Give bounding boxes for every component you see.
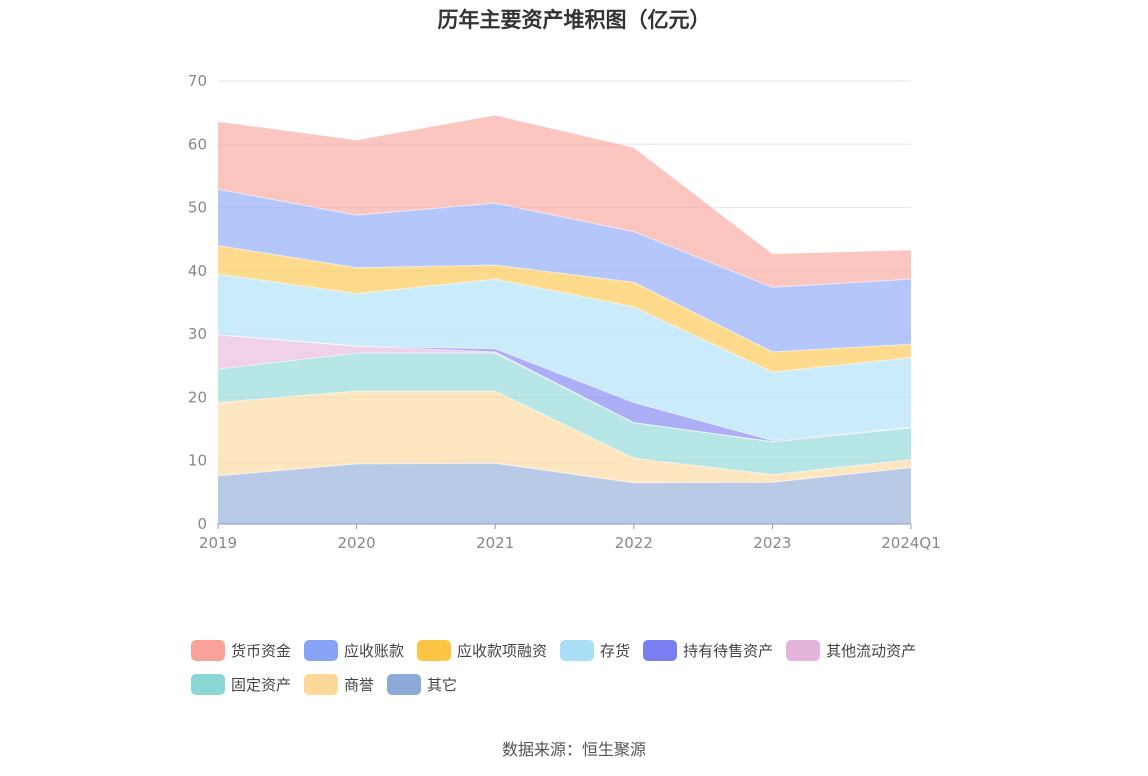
area-boundary (217, 114, 912, 255)
legend-swatch (643, 639, 678, 661)
area-series-其它 (218, 463, 911, 524)
y-tick-label: 70 (188, 72, 207, 90)
x-tick-label: 2020 (338, 534, 376, 552)
legend-item-goodwill[interactable]: 商誉 (304, 672, 374, 696)
x-tick-label: 2024Q1 (881, 534, 941, 552)
legend-swatch (786, 639, 821, 661)
x-tick-label: 2019 (199, 534, 237, 552)
x-tick-label: 2023 (753, 534, 791, 552)
area-series-应收账款 (218, 189, 911, 352)
area-boundary (217, 334, 912, 441)
y-tick-label: 30 (188, 325, 207, 343)
legend-item-accounts-receivable[interactable]: 应收账款 (304, 638, 404, 662)
legend-item-other[interactable]: 其它 (387, 672, 457, 696)
legend-label: 其它 (427, 675, 458, 694)
y-tick-label: 40 (188, 262, 207, 280)
legend-item-other-current-assets[interactable]: 其他流动资产 (786, 638, 916, 662)
legend-label: 存货 (600, 641, 631, 660)
y-tick-label: 10 (188, 452, 207, 470)
stacked-area-chart: 0 10 20 30 40 50 60 70 2019 2020 2021 2022 2023 2024Q… (188, 72, 941, 552)
y-tick-label: 20 (188, 388, 207, 406)
area-series-货币资金 (218, 115, 911, 288)
legend-item-cash[interactable]: 货币资金 (191, 638, 291, 662)
area-series-存货 (218, 274, 911, 441)
legend-label: 商誉 (344, 675, 375, 694)
legend-item-receivables-financing[interactable]: 应收款项融资 (417, 638, 547, 662)
area-series-其他流动资产 (218, 334, 911, 442)
legend-swatch (191, 673, 225, 695)
area-series-固定资产 (218, 353, 911, 475)
legend-label: 持有待售资产 (683, 641, 774, 660)
legend-item-inventory[interactable]: 存货 (560, 638, 630, 662)
legend-label: 货币资金 (231, 641, 292, 660)
legend-swatch (387, 673, 422, 695)
data-source-note: 数据来源：恒生聚源 (501, 740, 646, 759)
legend-label: 应收账款 (344, 641, 405, 660)
chart-title: 历年主要资产堆积图（亿元） (437, 8, 711, 32)
legend-label: 其他流动资产 (826, 641, 917, 660)
area-boundary (217, 462, 912, 484)
legend-label: 应收款项融资 (457, 641, 548, 660)
legend-swatch (560, 639, 595, 661)
legend-swatch (417, 639, 452, 661)
area-boundary (217, 390, 912, 476)
legend-label: 固定资产 (231, 675, 292, 694)
y-tick-label: 50 (188, 199, 207, 217)
legend-item-fixed-assets[interactable]: 固定资产 (191, 672, 291, 696)
legend-item-held-for-sale-assets[interactable]: 持有待售资产 (643, 638, 773, 662)
legend-swatch (304, 639, 339, 661)
legend-swatch (191, 639, 225, 661)
area-boundary (217, 273, 912, 373)
area-series-应收款项融资 (218, 245, 911, 373)
y-tick-label: 0 (197, 515, 207, 533)
area-series-商誉 (218, 391, 911, 483)
y-tick-label: 60 (188, 135, 207, 153)
x-tick-label: 2022 (615, 534, 653, 552)
area-boundary (217, 245, 912, 353)
legend-swatch (304, 673, 339, 695)
x-tick-label: 2021 (476, 534, 514, 552)
area-boundary (217, 188, 912, 288)
chart-legend: 货币资金 应收账款 应收款项融资 存货 持有待售资产 其他流动资产 固定资产 商… (191, 638, 991, 696)
